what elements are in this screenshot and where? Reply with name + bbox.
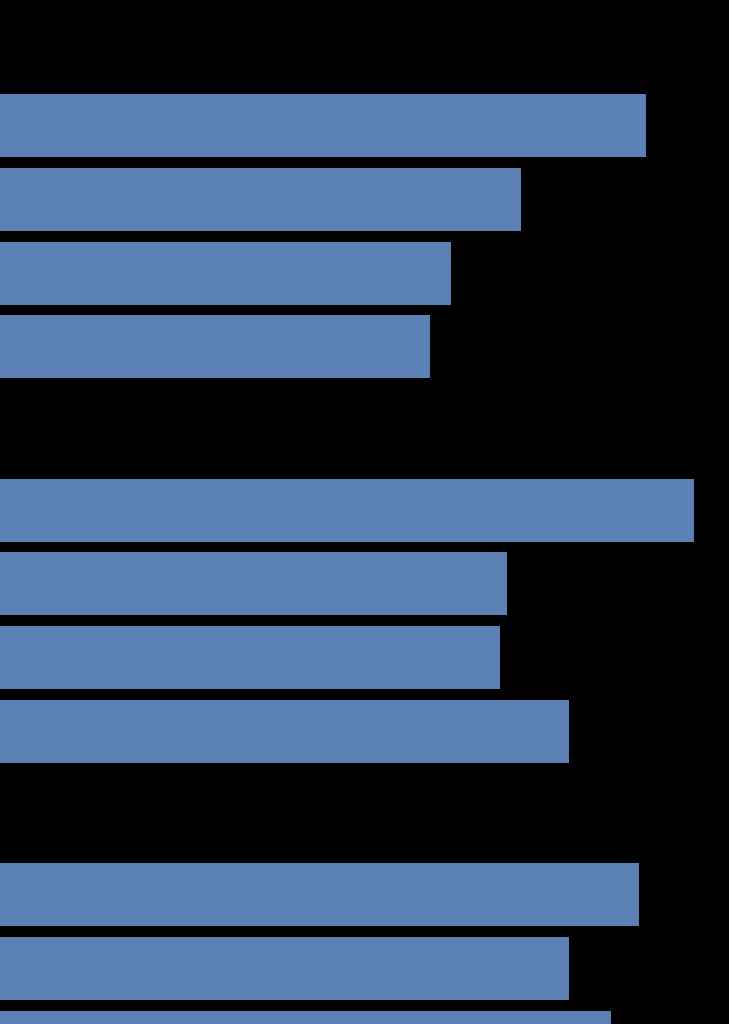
- Bar: [0, 242, 451, 304]
- Bar: [0, 315, 430, 378]
- Bar: [0, 626, 500, 689]
- Bar: [0, 1011, 611, 1024]
- Bar: [0, 94, 646, 158]
- Bar: [0, 552, 507, 615]
- Bar: [0, 863, 639, 926]
- Bar: [0, 168, 521, 230]
- Bar: [0, 937, 569, 999]
- Bar: [0, 479, 694, 542]
- Bar: [0, 699, 569, 763]
